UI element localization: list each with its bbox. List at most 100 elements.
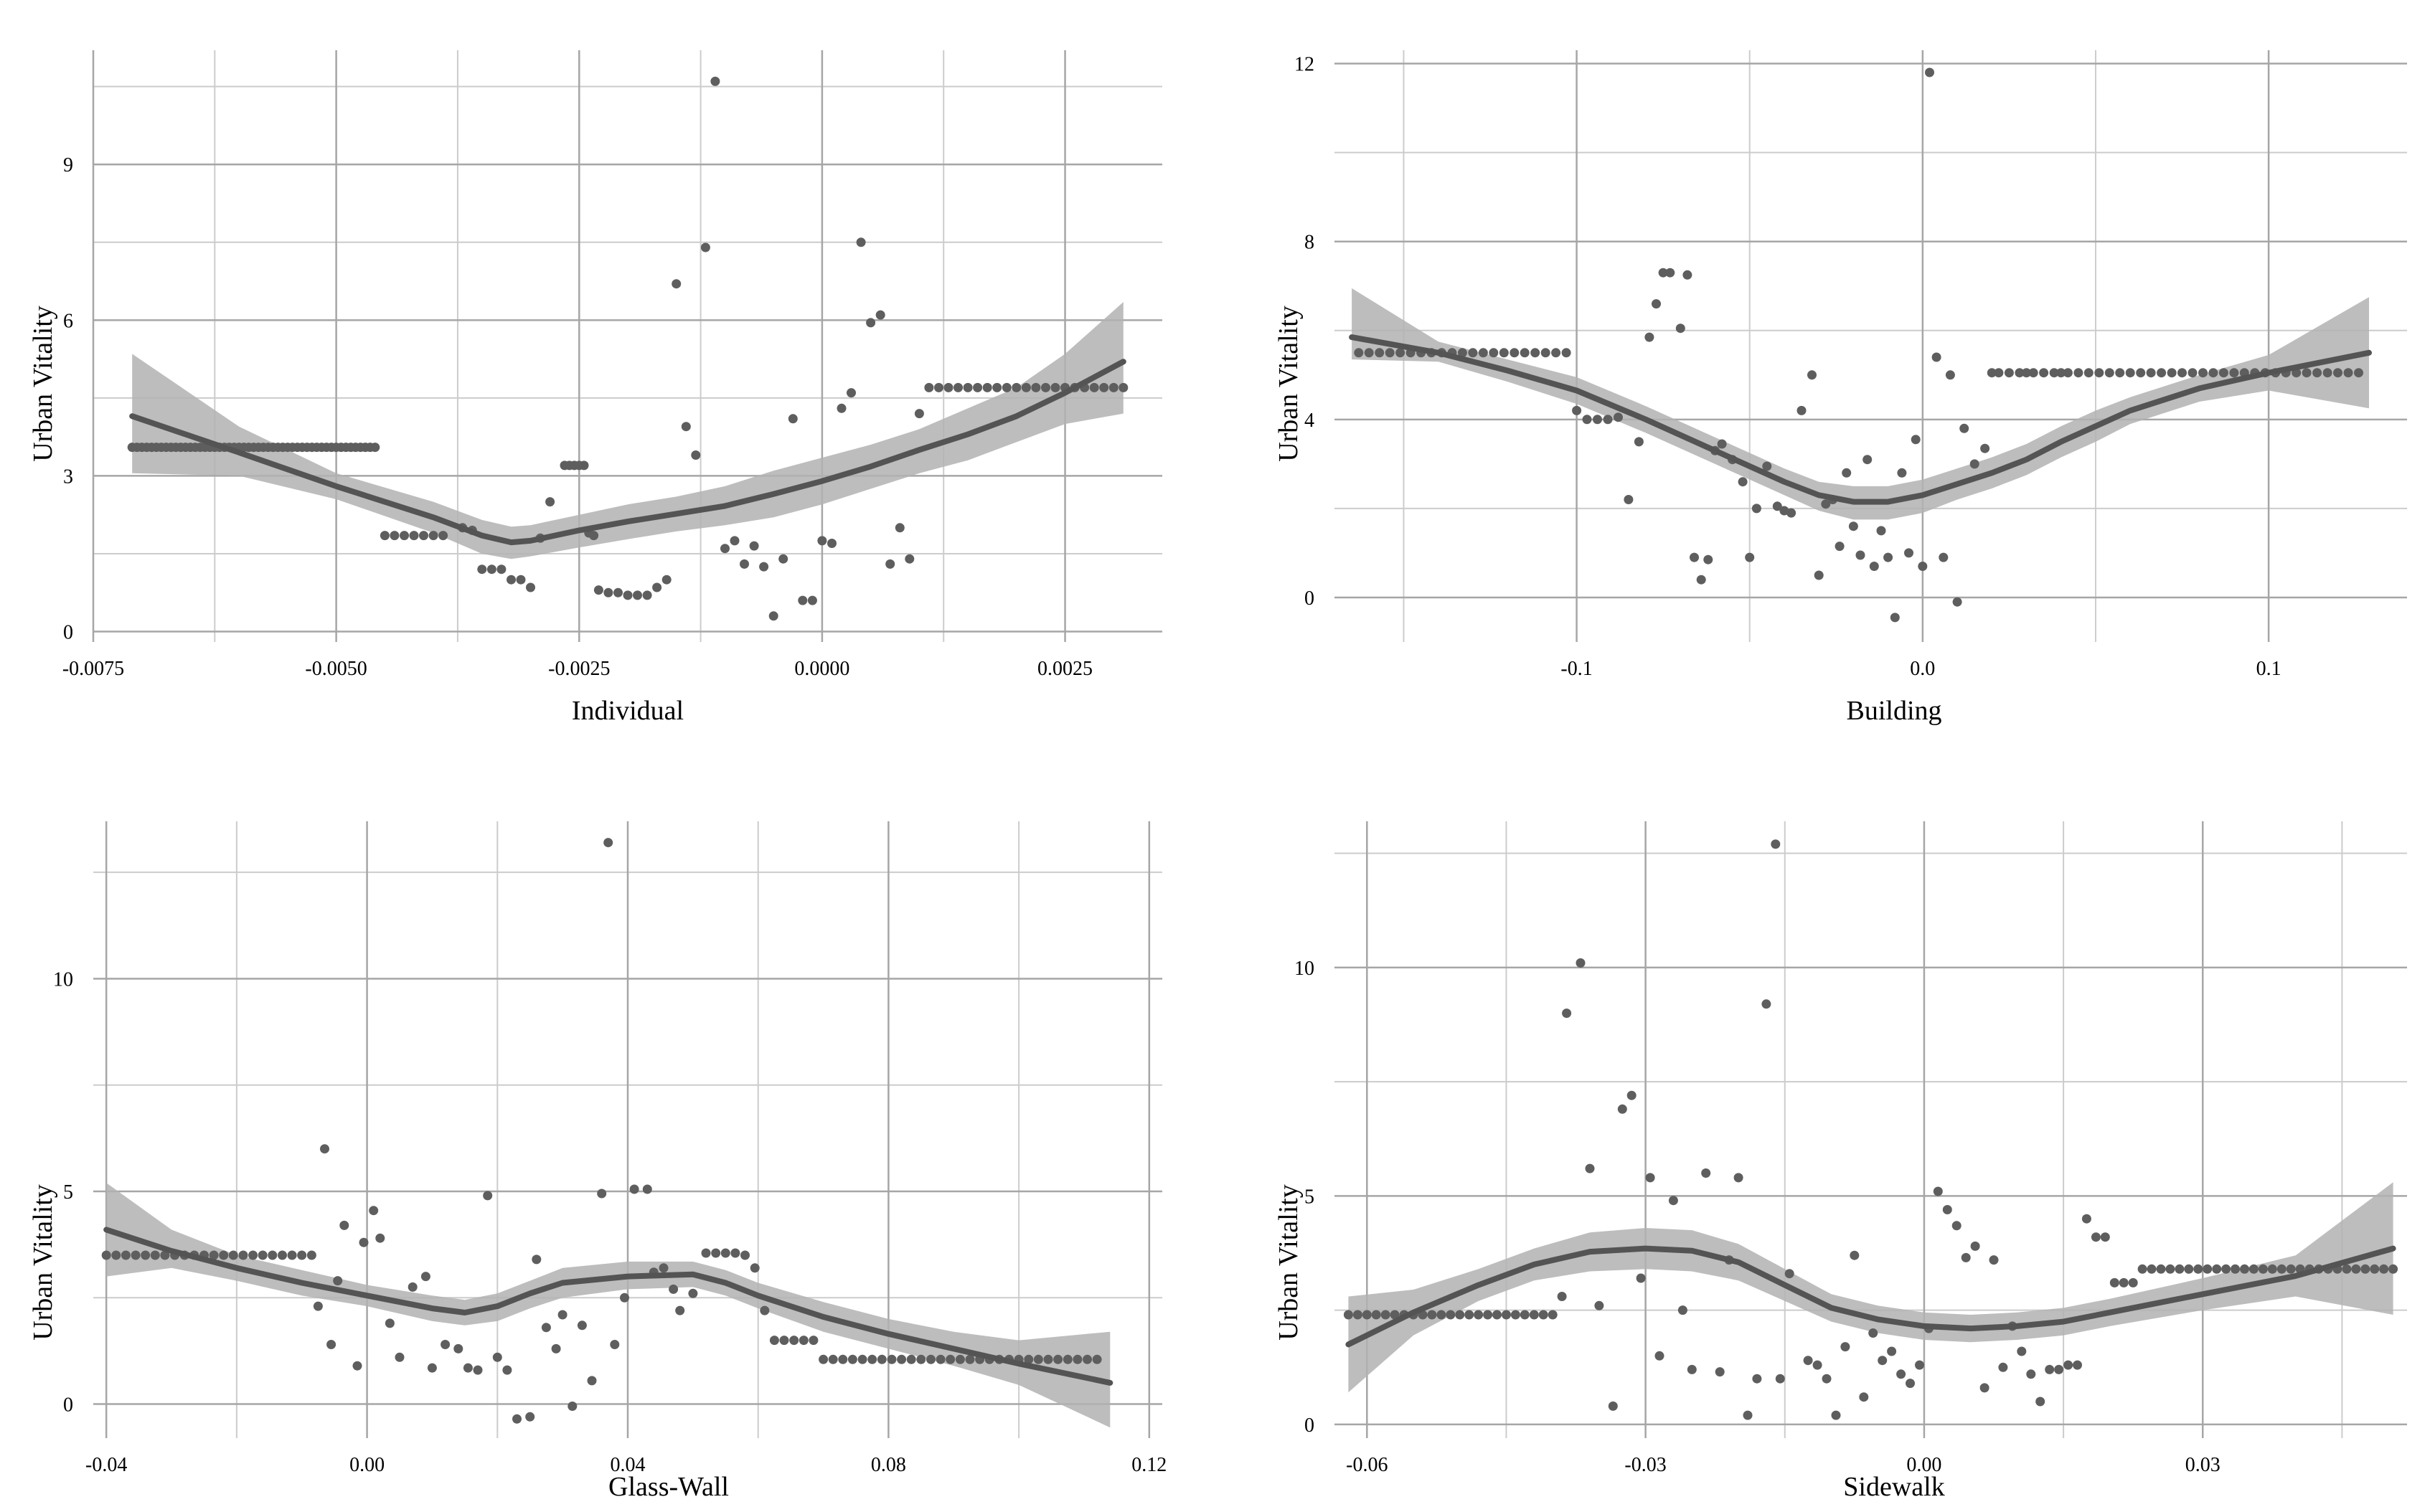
glass-wall-data-point <box>603 838 613 848</box>
individual-data-point <box>486 564 496 575</box>
panel-glass-wall-ticks: -0.04 0.00 0.04 0.08 0.12 0 5 10 <box>53 968 1167 1476</box>
individual-data-point <box>827 539 837 548</box>
sidewalk-data-point <box>2258 1264 2268 1274</box>
sidewalk-data-point <box>1548 1310 1558 1320</box>
building-data-point <box>1572 405 1582 415</box>
sidewalk-data-point <box>1455 1310 1465 1320</box>
individual-data-point <box>516 575 526 585</box>
panel-individual-y-axis-label: Urban Vitality <box>28 306 58 462</box>
individual-data-point <box>438 531 448 541</box>
sidewalk-data-point <box>2119 1277 2129 1287</box>
glass-wall-data-point <box>669 1284 679 1294</box>
panel-sidewalk-y-axis-label: Urban Vitality <box>1273 1184 1304 1341</box>
glass-wall-data-point <box>688 1288 698 1298</box>
sidewalk-data-point <box>2379 1264 2389 1274</box>
glass-wall-data-point <box>760 1305 770 1315</box>
individual-data-point <box>798 595 808 605</box>
glass-wall-data-point <box>946 1354 956 1364</box>
sidewalk-data-point <box>2017 1346 2027 1356</box>
individual-y-tick-label: 9 <box>63 154 73 176</box>
glass-wall-data-point <box>730 1248 740 1258</box>
sidewalk-data-point <box>1436 1310 1446 1320</box>
glass-wall-data-point <box>492 1352 502 1362</box>
sidewalk-data-point <box>1636 1273 1646 1283</box>
sidewalk-data-point <box>2073 1360 2082 1370</box>
building-data-point <box>1890 613 1900 623</box>
individual-data-point <box>593 585 603 595</box>
building-data-point <box>1510 348 1520 358</box>
individual-data-point <box>749 541 759 551</box>
glass-wall-data-point <box>228 1250 238 1260</box>
panel-building-ticks: -0.1 0.0 0.1 0 4 8 12 <box>1294 54 2281 680</box>
sidewalk-data-point <box>2240 1264 2249 1274</box>
sidewalk-data-point <box>1390 1310 1400 1320</box>
individual-data-point <box>730 536 740 546</box>
glass-wall-data-point <box>258 1250 268 1260</box>
glass-wall-data-point <box>532 1255 542 1265</box>
panel-individual-confidence-band <box>132 302 1124 559</box>
individual-x-tick-label: 0.0025 <box>1037 658 1093 680</box>
building-data-point <box>1738 477 1748 487</box>
building-data-point <box>1375 348 1385 358</box>
building-data-point <box>2028 368 2038 378</box>
glass-wall-data-point <box>1024 1354 1034 1364</box>
glass-wall-data-point <box>610 1340 620 1349</box>
glass-wall-data-point <box>847 1354 857 1364</box>
building-data-point <box>1952 597 1962 607</box>
sidewalk-data-point <box>1859 1392 1869 1402</box>
individual-data-point <box>788 414 798 424</box>
building-data-point <box>1876 526 1886 536</box>
sidewalk-data-point <box>1677 1305 1687 1315</box>
glass-wall-x-tick-label: 0.08 <box>871 1454 906 1476</box>
building-data-point <box>1703 554 1713 564</box>
building-data-point <box>1499 348 1509 358</box>
individual-data-point <box>768 611 778 621</box>
individual-data-point <box>1031 382 1041 392</box>
glass-wall-data-point <box>1063 1354 1073 1364</box>
sidewalk-data-point <box>1961 1252 1971 1262</box>
panel-glass-wall-smooth-line <box>103 1227 1113 1386</box>
building-data-point <box>1980 443 1990 453</box>
sidewalk-data-point <box>2054 1364 2064 1374</box>
panel-building-confidence-band <box>1352 288 2369 520</box>
glass-wall-data-point <box>1043 1354 1053 1364</box>
individual-data-point <box>1108 382 1119 392</box>
sidewalk-confidence-ribbon <box>1348 1182 2393 1393</box>
glass-wall-data-point <box>897 1354 907 1364</box>
glass-wall-data-point <box>111 1250 121 1260</box>
sidewalk-data-point <box>1878 1356 1888 1366</box>
sidewalk-data-point <box>1343 1310 1353 1320</box>
building-data-point <box>2177 368 2187 378</box>
glass-wall-data-point <box>441 1340 451 1349</box>
sidewalk-data-point <box>1608 1401 1618 1411</box>
building-data-point <box>1987 368 1997 378</box>
sidewalk-data-point <box>1645 1173 1655 1183</box>
panel-individual-smooth-line <box>129 359 1126 546</box>
glass-wall-data-point <box>420 1272 430 1282</box>
building-data-point <box>2218 368 2228 378</box>
sidewalk-data-point <box>1510 1310 1520 1320</box>
panel-glass-wall-confidence-band <box>106 1183 1111 1428</box>
building-data-point <box>1772 501 1782 511</box>
glass-wall-data-point <box>750 1263 760 1273</box>
glass-wall-data-point <box>597 1189 607 1199</box>
glass-wall-data-point <box>427 1363 437 1373</box>
individual-data-point <box>642 590 652 600</box>
sidewalk-data-point <box>1529 1310 1539 1320</box>
building-data-point <box>1897 468 1907 478</box>
glass-wall-data-point <box>375 1233 385 1243</box>
glass-wall-data-point <box>577 1320 587 1331</box>
building-data-point <box>2229 368 2239 378</box>
panel-building: -0.1 0.0 0.1 0 4 8 12 Building Urban Vitality <box>1273 50 2407 726</box>
glass-wall-data-point <box>809 1336 819 1346</box>
building-data-point <box>1489 348 1499 358</box>
glass-wall-data-point <box>268 1250 278 1260</box>
sidewalk-data-point <box>1538 1310 1548 1320</box>
individual-confidence-ribbon <box>132 302 1124 559</box>
panel-individual: -0.0075 -0.0050 -0.0025 0.0000 0.0025 0 3 6 9 In… <box>28 50 1162 726</box>
sidewalk-data-point <box>1626 1090 1637 1100</box>
building-data-point <box>1904 548 1913 558</box>
sidewalk-data-point <box>1887 1346 1897 1356</box>
building-data-point <box>1675 323 1685 334</box>
